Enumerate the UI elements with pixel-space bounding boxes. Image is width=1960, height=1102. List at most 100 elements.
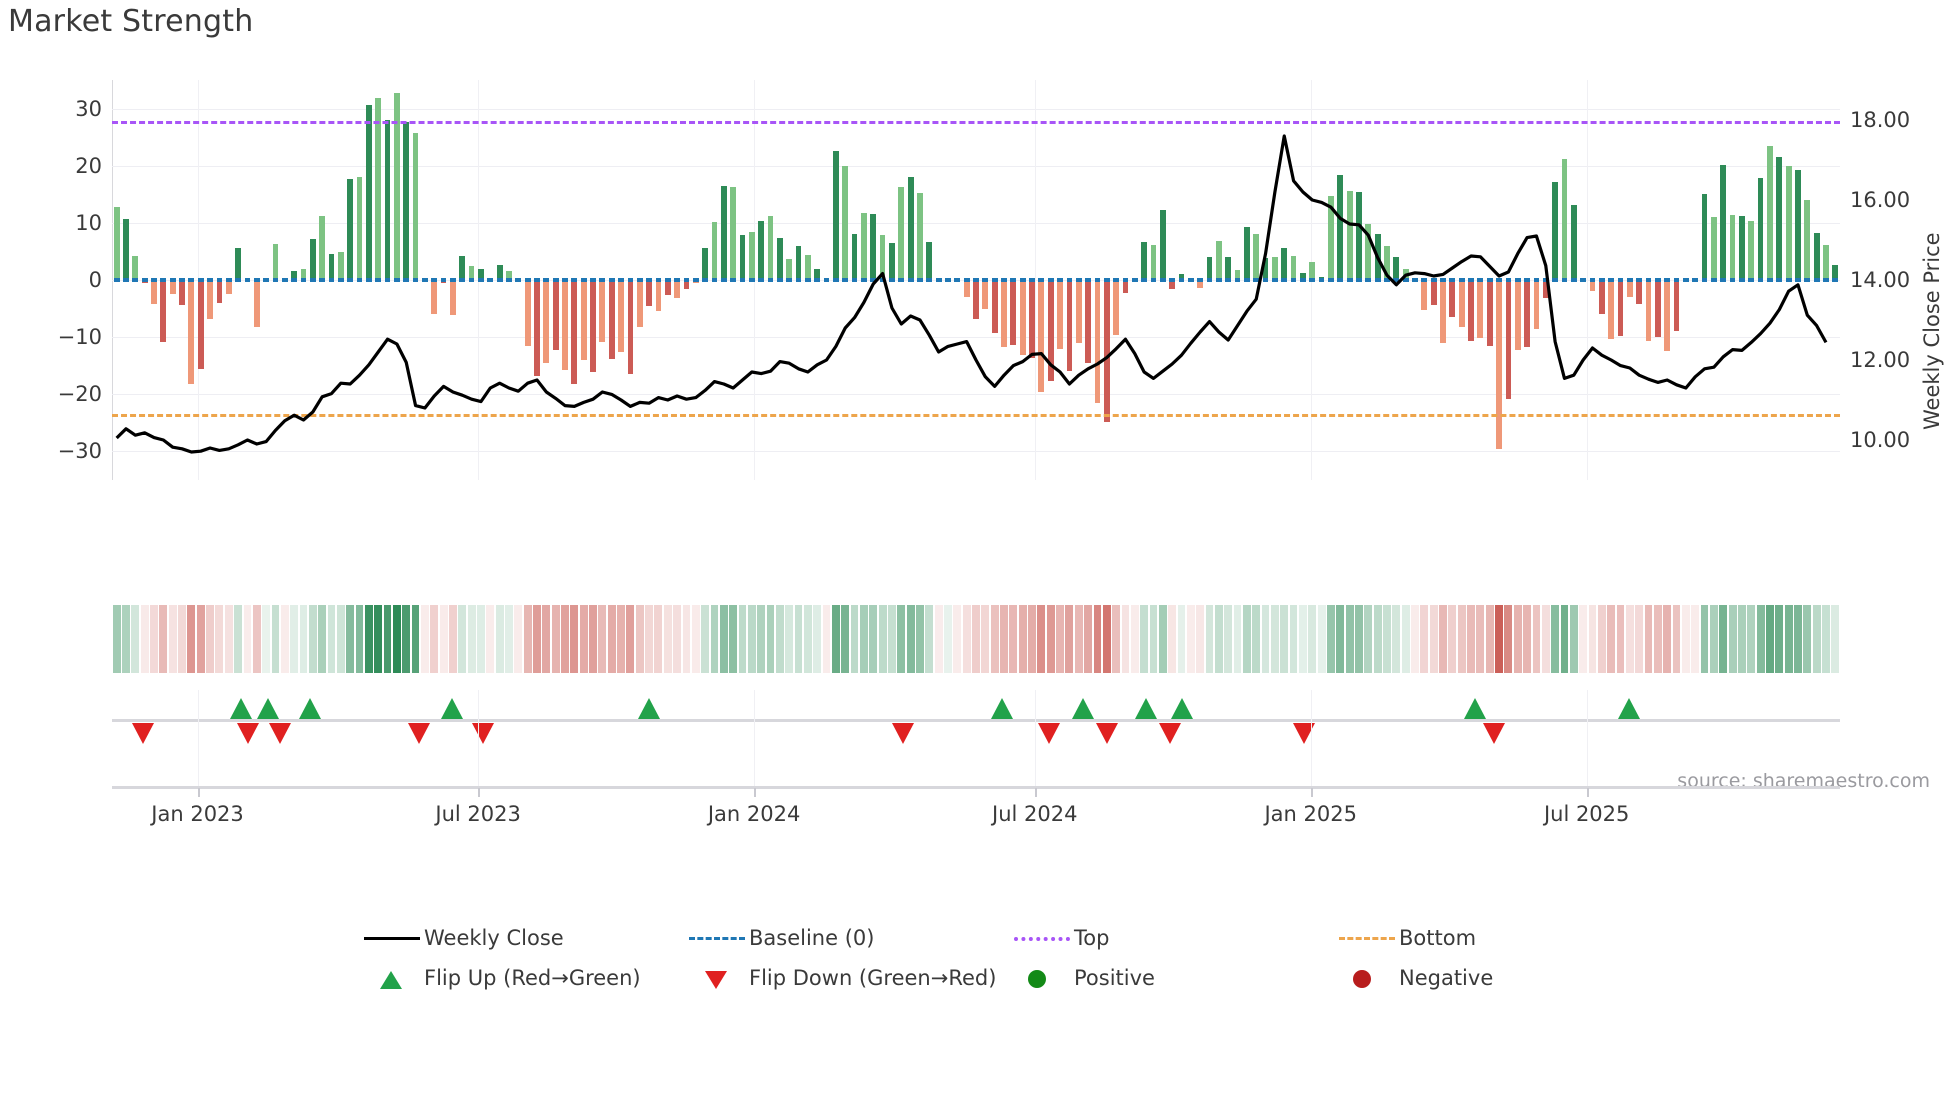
heat-cell-positive <box>1831 605 1840 673</box>
baseline-tick <box>1795 278 1801 282</box>
baseline-tick <box>1449 278 1456 282</box>
legend-item[interactable]: Flip Up (Red→Green) <box>360 965 685 991</box>
strength-bar-negative <box>590 280 596 372</box>
strength-bar-positive <box>506 270 512 280</box>
circle-icon-shape <box>1028 970 1046 988</box>
baseline-tick <box>281 278 288 282</box>
baseline-tick <box>1206 278 1213 282</box>
baseline-tick <box>982 278 989 282</box>
strength-bar-positive <box>393 92 400 280</box>
heat-cell-positive <box>290 605 299 673</box>
baseline-tick <box>169 278 176 282</box>
legend-item[interactable]: Flip Down (Green→Red) <box>685 965 1010 991</box>
strength-bar-positive <box>300 268 307 280</box>
dotted-line-icon <box>1010 925 1074 951</box>
heat-cell-negative <box>1009 605 1018 673</box>
legend-item[interactable]: Bottom <box>1335 925 1660 951</box>
heat-cell-negative <box>542 605 551 673</box>
baseline-tick <box>422 278 428 282</box>
baseline-tick <box>1626 278 1633 282</box>
heat-cell-negative <box>1681 605 1690 673</box>
baseline-tick <box>889 278 895 282</box>
baseline-tick <box>431 278 438 282</box>
strength-bar-negative <box>1122 280 1129 293</box>
y-axis-right-tick: 12.00 <box>1850 348 1911 372</box>
baseline-tick <box>861 278 867 282</box>
strength-bar-positive <box>1225 257 1232 280</box>
baseline-tick <box>468 278 475 282</box>
strength-bar-positive <box>720 186 727 280</box>
heat-cell-positive <box>505 605 513 673</box>
strength-bar-positive <box>1309 261 1316 280</box>
baseline-tick <box>197 278 204 282</box>
heat-cell-negative <box>1037 605 1046 673</box>
baseline-tick <box>478 278 484 282</box>
heat-cell-negative <box>187 605 196 673</box>
baseline-tick <box>459 278 466 282</box>
strength-bar-negative <box>207 280 213 319</box>
legend-row: Weekly Close Baseline (0) Top Bottom <box>360 925 1660 951</box>
strength-bar-negative <box>543 280 550 364</box>
baseline-tick <box>776 278 783 282</box>
y-axis-right-label: Weekly Close Price <box>1920 232 1944 430</box>
heat-cell-negative <box>224 605 233 673</box>
baseline-tick <box>1430 278 1437 282</box>
strength-bar-positive <box>1776 156 1783 280</box>
heat-cell-positive <box>1214 605 1223 673</box>
strength-bar-positive <box>1328 196 1334 280</box>
strength-bar-negative <box>1169 280 1176 290</box>
legend-item[interactable]: Positive <box>1010 965 1335 991</box>
baseline-tick <box>926 278 933 282</box>
chart-legend: Weekly Close Baseline (0) Top Bottom Flip Up… <box>360 925 1660 1005</box>
gridline <box>112 222 1840 224</box>
flip-up-marker <box>1135 698 1158 719</box>
legend-item[interactable]: Top <box>1010 925 1335 951</box>
legend-item[interactable]: Baseline (0) <box>685 925 1010 951</box>
heat-cell-positive <box>1775 605 1784 673</box>
x-axis: Jan 2023 Jul 2023 Jan 2024 Jul 2024 Jan 2025… <box>112 786 1840 846</box>
baseline-tick <box>571 278 578 282</box>
baseline-tick <box>1542 278 1549 282</box>
strength-bar-positive <box>235 248 241 280</box>
y-axis-left-tick: −20 <box>57 382 102 407</box>
flip-down-marker <box>892 723 915 744</box>
strength-bar-negative <box>1430 280 1437 306</box>
heat-cell-negative <box>1411 605 1419 673</box>
heat-cell-negative <box>1420 605 1429 673</box>
triangle-up-icon <box>360 965 424 991</box>
x-axis-tick-label: Jul 2023 <box>435 802 521 826</box>
gridline <box>112 108 1840 110</box>
baseline-tick <box>1141 278 1147 282</box>
heat-cell-positive <box>364 605 373 673</box>
baseline-tick <box>1729 278 1736 282</box>
heat-cell-positive <box>1205 605 1214 673</box>
baseline-tick <box>291 278 298 282</box>
heat-cell-positive <box>794 605 803 673</box>
strength-bar-positive <box>1337 174 1344 280</box>
heat-cell-positive <box>1738 605 1746 673</box>
heat-cell-negative <box>1607 605 1616 673</box>
baseline-tick <box>730 278 737 282</box>
baseline-tick <box>1832 278 1839 282</box>
y-axis-left-tick: 30 <box>75 96 102 121</box>
legend-item[interactable]: Weekly Close <box>360 925 685 951</box>
reference-line-top <box>112 121 1840 125</box>
flip-down-marker <box>236 723 259 744</box>
heat-cell-positive <box>477 605 485 673</box>
legend-item[interactable]: Negative <box>1335 965 1660 991</box>
heat-cell-negative <box>1504 605 1513 673</box>
heat-cell-negative <box>561 605 569 673</box>
heat-cell-positive <box>1242 605 1251 673</box>
heat-cell-negative <box>822 605 831 673</box>
baseline-tick <box>1290 278 1297 282</box>
baseline-tick <box>1150 278 1157 282</box>
strength-bar-negative <box>552 280 559 350</box>
baseline-tick <box>1215 278 1222 282</box>
heat-cell-positive <box>411 605 420 673</box>
strength-bar-negative <box>524 280 531 347</box>
strength-bar-negative <box>1505 280 1512 399</box>
baseline-tick <box>506 278 512 282</box>
heat-cell-negative <box>981 605 990 673</box>
strength-bar-positive <box>319 216 326 280</box>
baseline-tick <box>646 278 652 282</box>
